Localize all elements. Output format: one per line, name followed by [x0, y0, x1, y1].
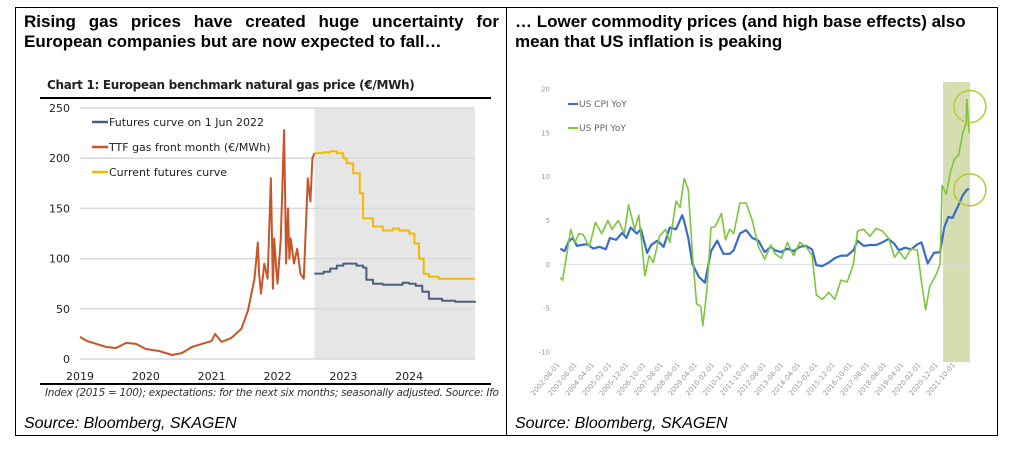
y-tick-label: 10	[541, 173, 550, 181]
y-tick-label: 100	[49, 253, 70, 266]
x-tick-label: 2021	[198, 370, 226, 383]
right-panel: … Lower commodity prices (and high base …	[506, 7, 998, 436]
x-tick-label: 2023	[329, 370, 357, 383]
y-tick-label: 200	[49, 152, 70, 165]
series-line-current-futures-curve	[314, 150, 475, 280]
y-tick-label: 250	[49, 102, 70, 115]
gas-chart-top-rule	[40, 97, 491, 99]
legend-label: US PPI YoY	[579, 124, 626, 134]
y-tick-label: 15	[541, 129, 550, 137]
y-tick-label: 0	[546, 261, 550, 269]
legend-label: TTF gas front month (€/MWh)	[108, 141, 271, 154]
gas-chart-footnote: Index (2015 = 100); expectations: for th…	[45, 387, 499, 399]
series-line-us-ppi-yoy	[559, 98, 970, 327]
y-tick-label: 5	[546, 217, 550, 225]
series-line-futures-curve-on-1-jun-2022	[314, 262, 476, 303]
series-line-ttf-gas-front-month-mwh-	[79, 129, 316, 356]
left-source: Source: Bloomberg, SKAGEN	[24, 415, 237, 432]
legend-label: Futures curve on 1 Jun 2022	[109, 116, 264, 129]
x-tick-label: 2019	[66, 370, 94, 383]
y-tick-label: 50	[56, 303, 70, 316]
legend-label: Current futures curve	[109, 166, 227, 179]
left-panel: Rising gas prices have created huge unce…	[15, 7, 507, 436]
y-tick-label: 0	[63, 353, 70, 366]
y-tick-label: 20	[541, 86, 550, 94]
gas-chart-bottom-rule	[40, 383, 491, 385]
right-headline: … Lower commodity prices (and high base …	[515, 12, 966, 51]
x-tick-label: 2024	[395, 370, 423, 383]
legend-label: US CPI YoY	[579, 100, 627, 110]
right-source: Source: Bloomberg, SKAGEN	[515, 415, 728, 432]
y-tick-label: -10	[539, 349, 550, 357]
forecast-shaded-region	[314, 108, 475, 359]
gas-chart-title: Chart 1: European benchmark natural gas …	[47, 78, 415, 92]
x-tick-label: 2020	[132, 370, 160, 383]
x-tick-label: 2022	[264, 370, 292, 383]
left-headline: Rising gas prices have created huge unce…	[24, 12, 499, 51]
series-line-us-cpi-yoy	[559, 187, 970, 284]
peak-highlight-circle	[953, 173, 987, 207]
peak-highlight-circle	[953, 89, 987, 124]
y-tick-label: 150	[49, 202, 70, 215]
y-tick-label: -5	[543, 305, 550, 313]
